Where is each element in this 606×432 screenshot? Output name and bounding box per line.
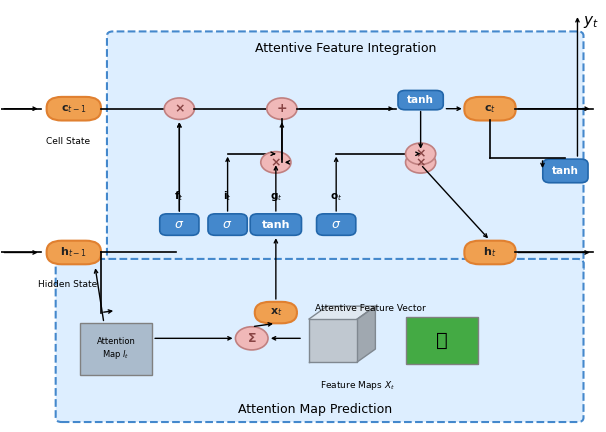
FancyBboxPatch shape (47, 97, 101, 121)
Polygon shape (309, 319, 358, 362)
Text: tanh: tanh (407, 95, 434, 105)
FancyBboxPatch shape (107, 32, 584, 276)
Text: +: + (276, 102, 287, 115)
Text: tanh: tanh (552, 166, 579, 176)
FancyBboxPatch shape (160, 214, 199, 235)
Text: Attention Map Prediction: Attention Map Prediction (238, 403, 392, 416)
Circle shape (164, 98, 195, 119)
Text: $\mathbf{o}_t$: $\mathbf{o}_t$ (330, 191, 342, 203)
FancyBboxPatch shape (464, 97, 516, 121)
FancyBboxPatch shape (464, 241, 516, 264)
Text: ×: × (271, 156, 281, 169)
FancyBboxPatch shape (208, 214, 247, 235)
Text: $y_t$: $y_t$ (584, 14, 599, 30)
FancyBboxPatch shape (47, 241, 101, 264)
Text: Σ: Σ (247, 332, 256, 345)
Text: $\mathbf{x}_t$: $\mathbf{x}_t$ (270, 307, 282, 318)
Text: $\mathbf{c}_{t}$: $\mathbf{c}_{t}$ (484, 103, 496, 114)
Circle shape (405, 152, 436, 173)
Text: $\mathbf{c}_{t-1}$: $\mathbf{c}_{t-1}$ (61, 103, 87, 114)
Text: Hidden State: Hidden State (38, 280, 98, 289)
Circle shape (267, 98, 297, 119)
Text: $\mathbf{f}_t$: $\mathbf{f}_t$ (175, 189, 184, 203)
Circle shape (236, 327, 268, 350)
Text: ×: × (174, 102, 185, 115)
FancyBboxPatch shape (255, 302, 297, 323)
Text: tanh: tanh (262, 219, 290, 229)
Text: Feature Maps $X_t$: Feature Maps $X_t$ (320, 379, 395, 392)
FancyBboxPatch shape (56, 259, 584, 422)
Text: $\sigma$: $\sigma$ (222, 218, 233, 231)
FancyBboxPatch shape (250, 214, 302, 235)
Text: Attention
Map $l_t$: Attention Map $l_t$ (96, 337, 135, 361)
Text: $\sigma$: $\sigma$ (174, 218, 184, 231)
Circle shape (405, 143, 436, 165)
FancyBboxPatch shape (543, 159, 588, 183)
Circle shape (261, 152, 291, 173)
Polygon shape (358, 306, 375, 362)
Text: $\sigma$: $\sigma$ (331, 218, 341, 231)
Text: $\mathbf{h}_{t-1}$: $\mathbf{h}_{t-1}$ (61, 245, 87, 259)
Text: Attentive Feature Vector: Attentive Feature Vector (315, 304, 426, 313)
Text: Cell State: Cell State (45, 137, 90, 146)
Text: $\mathbf{h}_{t}$: $\mathbf{h}_{t}$ (484, 245, 497, 259)
Text: ×: × (415, 147, 426, 160)
Text: ×: × (415, 156, 426, 169)
Text: Attentive Feature Integration: Attentive Feature Integration (255, 42, 436, 55)
Text: 🐦: 🐦 (436, 331, 448, 350)
FancyBboxPatch shape (398, 90, 443, 110)
Text: $\mathbf{i}_t$: $\mathbf{i}_t$ (223, 189, 232, 203)
FancyBboxPatch shape (405, 317, 478, 364)
Polygon shape (309, 306, 375, 319)
Text: $\mathbf{g}_t$: $\mathbf{g}_t$ (270, 191, 282, 203)
FancyBboxPatch shape (80, 323, 152, 375)
FancyBboxPatch shape (316, 214, 356, 235)
